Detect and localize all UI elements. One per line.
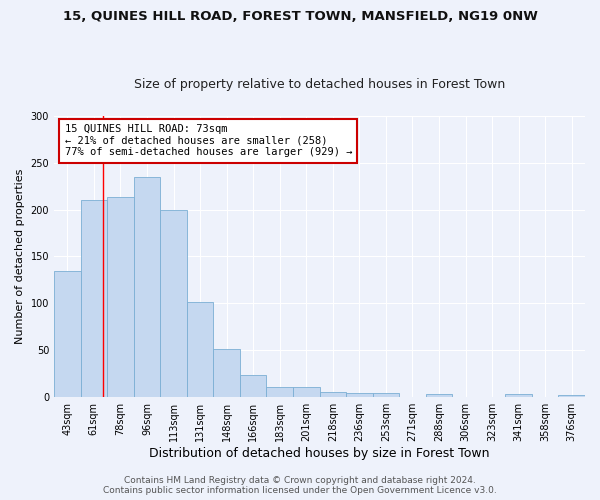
Bar <box>266 387 293 397</box>
Bar <box>426 394 452 397</box>
Bar <box>373 394 399 397</box>
Bar <box>134 177 160 397</box>
Bar <box>559 396 585 397</box>
Bar <box>346 392 373 397</box>
Bar <box>54 270 80 397</box>
Bar <box>160 210 187 397</box>
Bar <box>320 392 346 397</box>
Bar <box>187 302 214 397</box>
Text: 15, QUINES HILL ROAD, FOREST TOWN, MANSFIELD, NG19 0NW: 15, QUINES HILL ROAD, FOREST TOWN, MANSF… <box>62 10 538 23</box>
X-axis label: Distribution of detached houses by size in Forest Town: Distribution of detached houses by size … <box>149 447 490 460</box>
Bar <box>505 394 532 397</box>
Bar <box>293 387 320 397</box>
Bar <box>214 350 240 397</box>
Y-axis label: Number of detached properties: Number of detached properties <box>15 169 25 344</box>
Text: Contains HM Land Registry data © Crown copyright and database right 2024.
Contai: Contains HM Land Registry data © Crown c… <box>103 476 497 495</box>
Title: Size of property relative to detached houses in Forest Town: Size of property relative to detached ho… <box>134 78 505 91</box>
Bar <box>107 198 134 397</box>
Bar <box>80 200 107 397</box>
Bar <box>240 374 266 397</box>
Text: 15 QUINES HILL ROAD: 73sqm
← 21% of detached houses are smaller (258)
77% of sem: 15 QUINES HILL ROAD: 73sqm ← 21% of deta… <box>65 124 352 158</box>
